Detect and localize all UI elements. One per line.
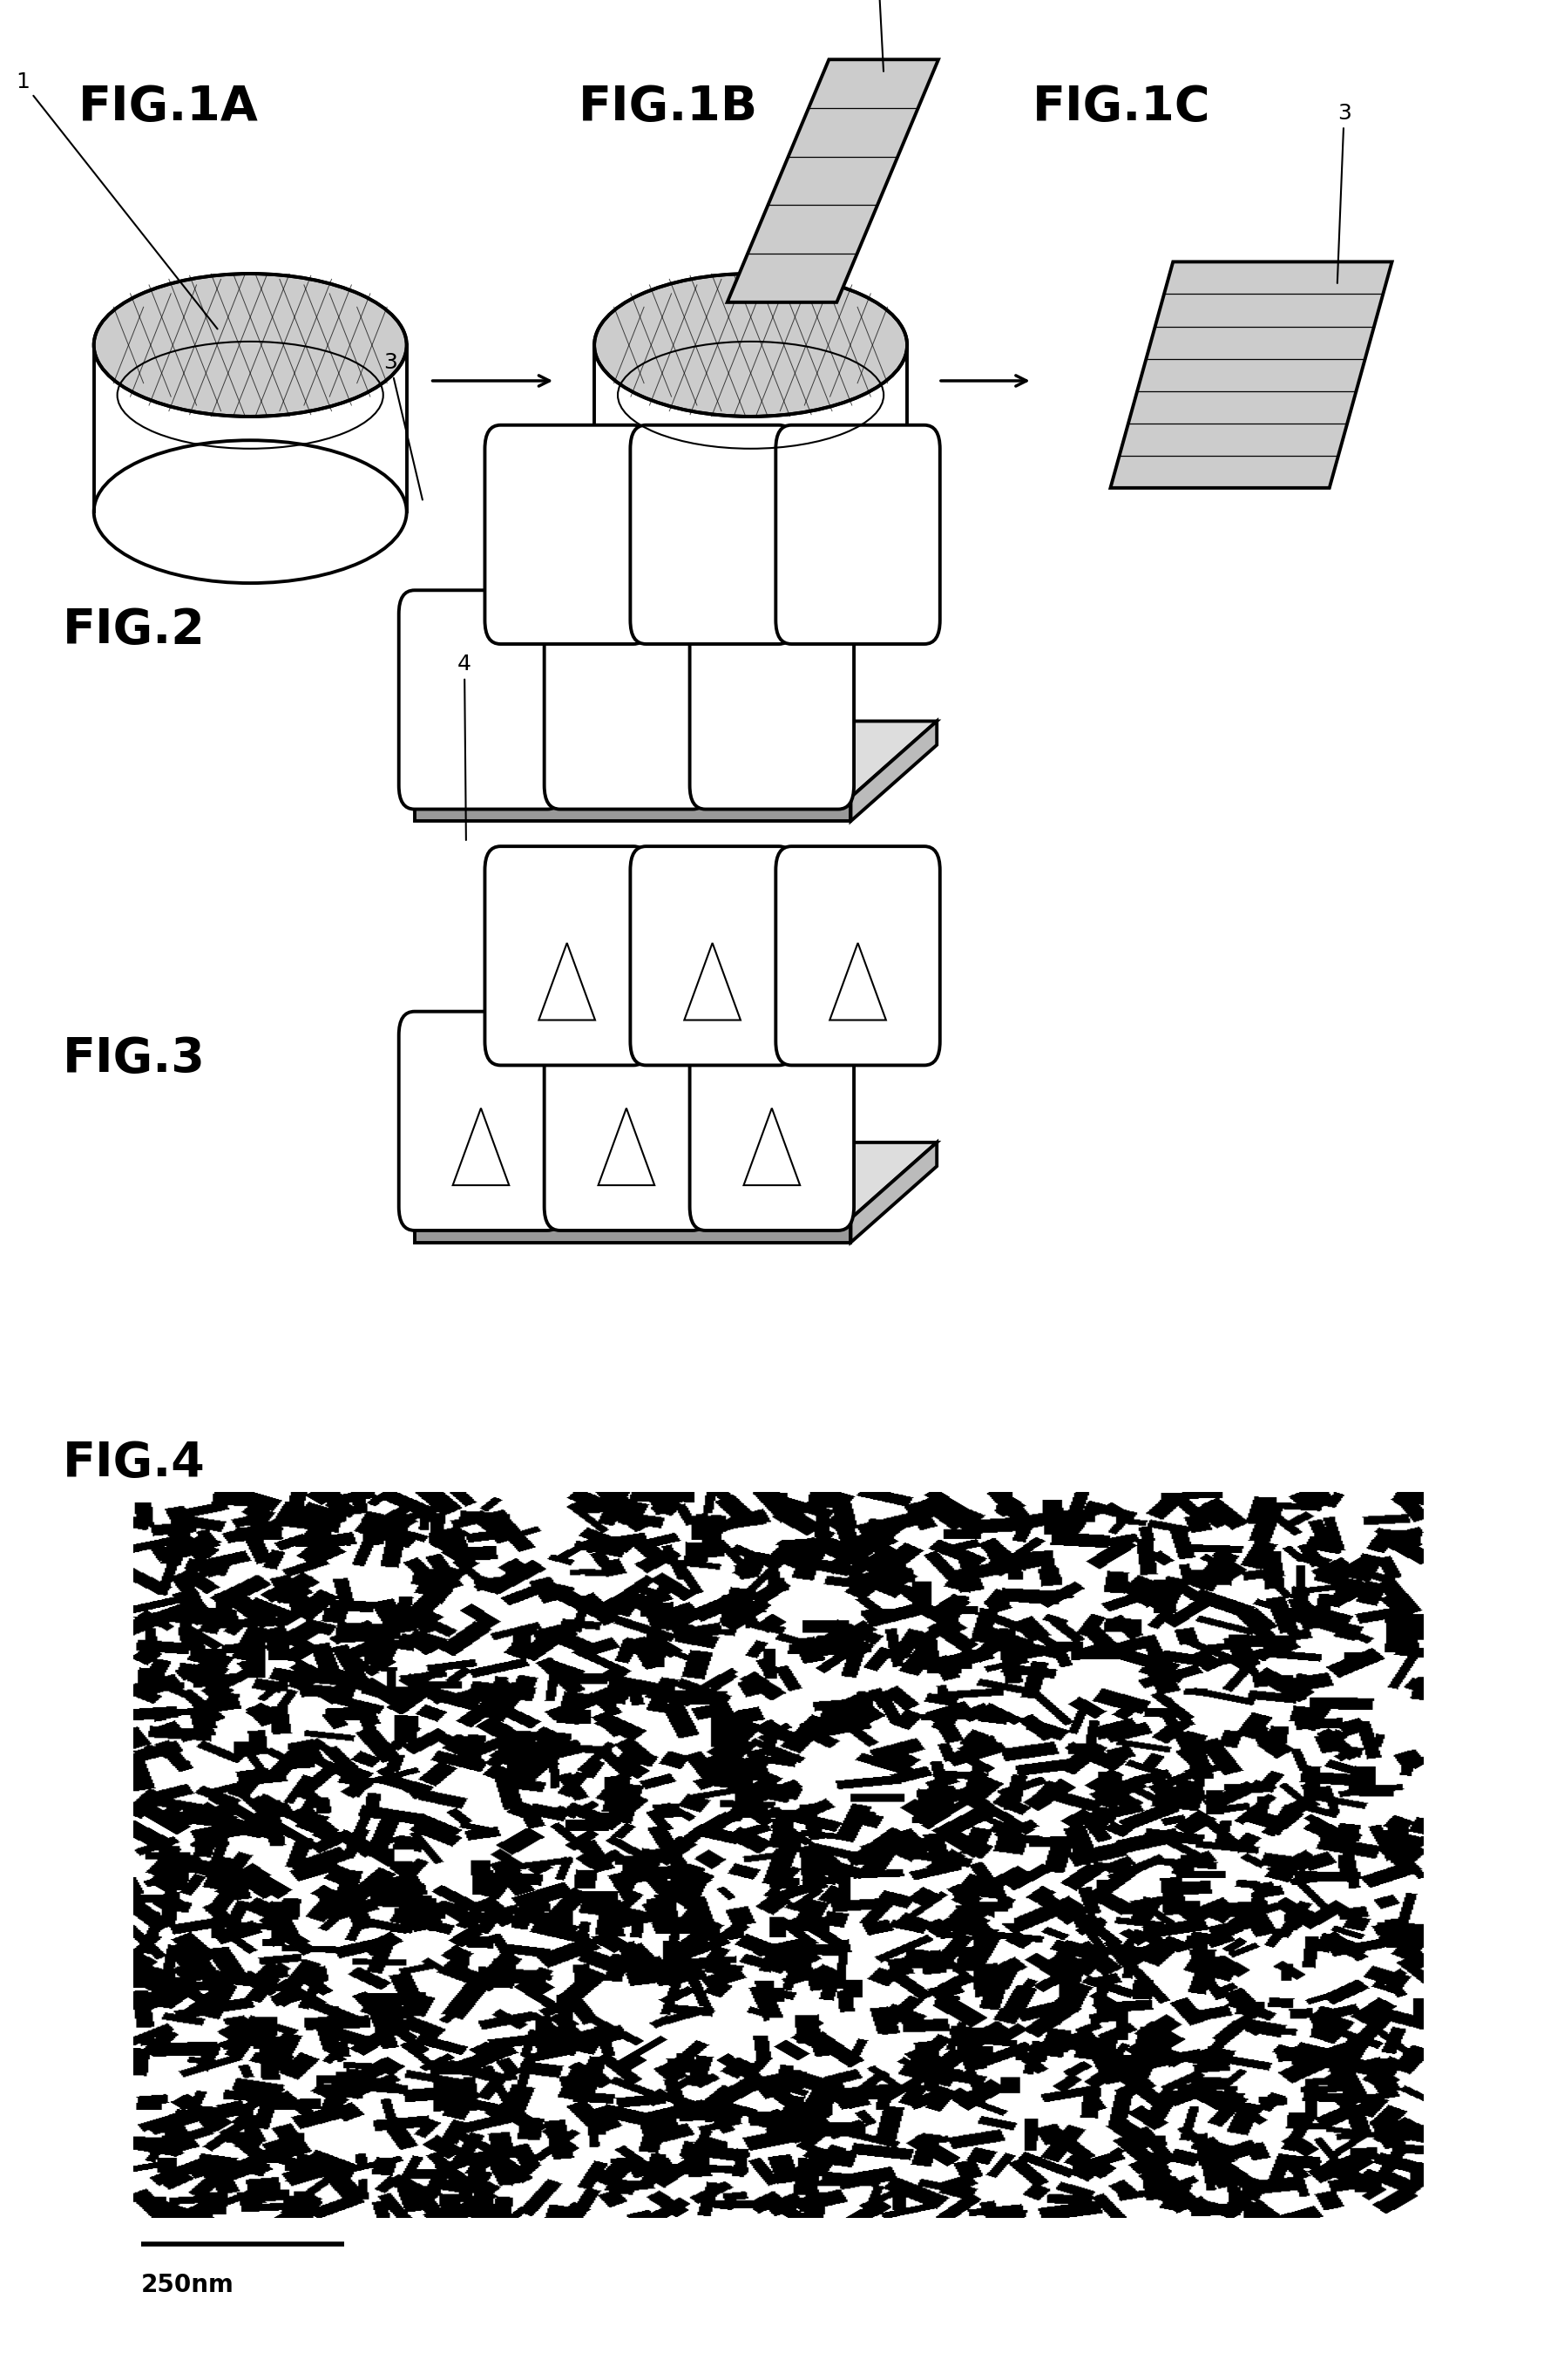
Ellipse shape: [94, 440, 407, 583]
FancyBboxPatch shape: [399, 590, 563, 809]
FancyBboxPatch shape: [544, 590, 708, 809]
Text: 250nm: 250nm: [141, 2273, 235, 2297]
Text: 2: 2: [868, 0, 884, 71]
FancyBboxPatch shape: [485, 847, 649, 1066]
Text: FIG.1B: FIG.1B: [579, 83, 759, 131]
Text: 4: 4: [458, 655, 471, 840]
FancyBboxPatch shape: [630, 847, 795, 1066]
Polygon shape: [727, 60, 938, 302]
FancyBboxPatch shape: [399, 1012, 563, 1230]
Ellipse shape: [94, 274, 407, 416]
FancyBboxPatch shape: [690, 1012, 854, 1230]
Text: FIG.4: FIG.4: [63, 1440, 205, 1488]
Ellipse shape: [594, 274, 907, 416]
FancyBboxPatch shape: [630, 426, 795, 645]
Polygon shape: [414, 1142, 937, 1219]
FancyBboxPatch shape: [776, 426, 940, 645]
FancyBboxPatch shape: [544, 1012, 708, 1230]
FancyBboxPatch shape: [690, 590, 854, 809]
Polygon shape: [414, 721, 937, 797]
Text: 3: 3: [383, 352, 422, 500]
Text: FIG.1A: FIG.1A: [78, 83, 258, 131]
Polygon shape: [851, 721, 937, 821]
Ellipse shape: [594, 440, 907, 583]
Polygon shape: [851, 1142, 937, 1242]
Text: FIG.3: FIG.3: [63, 1035, 205, 1083]
Text: 3: 3: [1337, 102, 1351, 283]
Polygon shape: [414, 1219, 851, 1242]
FancyBboxPatch shape: [776, 847, 940, 1066]
Text: FIG.1C: FIG.1C: [1032, 83, 1211, 131]
Polygon shape: [414, 797, 851, 821]
FancyBboxPatch shape: [485, 426, 649, 645]
Text: 1: 1: [16, 71, 217, 328]
Text: FIG.2: FIG.2: [63, 607, 205, 654]
Polygon shape: [1110, 262, 1392, 488]
